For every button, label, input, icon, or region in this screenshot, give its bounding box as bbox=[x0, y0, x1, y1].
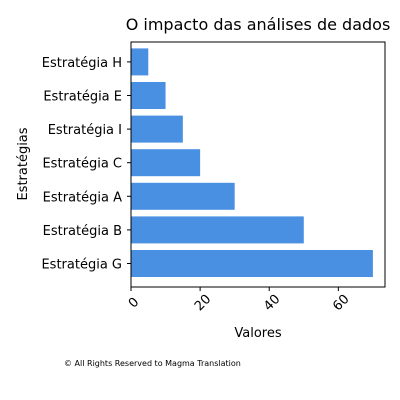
bar-estrat-gia-i bbox=[131, 115, 183, 143]
x-tick-label: 40 bbox=[261, 292, 283, 314]
chart-title: O impacto das análises de dados bbox=[126, 15, 391, 34]
y-tick-label: Estratégia G bbox=[41, 258, 122, 273]
bar-estrat-gia-a bbox=[131, 182, 235, 210]
y-tick-label: Estratégia I bbox=[48, 123, 122, 138]
x-axis-label: Valores bbox=[234, 326, 281, 341]
y-tick-label: Estratégia C bbox=[42, 157, 122, 172]
y-axis-label: Estratégias bbox=[16, 127, 31, 200]
bar-estrat-gia-g bbox=[131, 250, 373, 277]
y-tick-label: Estratégia B bbox=[43, 224, 122, 239]
bars-group bbox=[131, 48, 373, 277]
bar-estrat-gia-h bbox=[131, 48, 149, 76]
y-tick-label: Estratégia A bbox=[43, 190, 122, 205]
x-tick-label: 20 bbox=[192, 292, 214, 314]
bar-estrat-gia-c bbox=[131, 149, 201, 177]
y-tick-group: Estratégia G Estratégia B Estratégia A Estr… bbox=[41, 56, 131, 273]
x-tick-group: 0 20 40 60 bbox=[126, 287, 353, 314]
copyright-notice: © All Rights Reserved to Magma Translati… bbox=[64, 359, 241, 368]
x-tick-label: 60 bbox=[330, 292, 352, 314]
y-tick-label: Estratégia E bbox=[43, 90, 122, 105]
plot-frame bbox=[130, 41, 386, 288]
x-tick-label: 0 bbox=[126, 295, 142, 311]
y-tick-label: Estratégia H bbox=[42, 56, 122, 71]
bar-estrat-gia-e bbox=[131, 82, 166, 109]
bar-estrat-gia-b bbox=[131, 216, 304, 244]
